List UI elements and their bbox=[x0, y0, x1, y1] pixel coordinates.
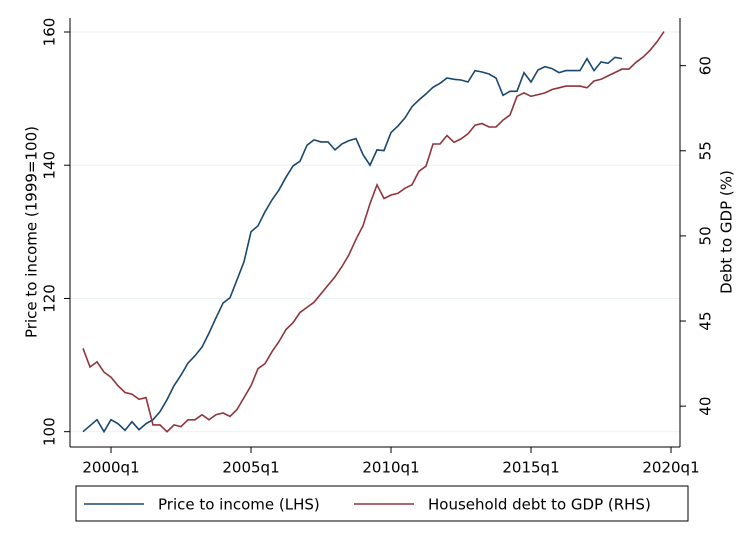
line-series bbox=[82, 56, 623, 434]
legend-label: Price to income (LHS) bbox=[158, 496, 320, 514]
x-tick-label: 2005q1 bbox=[222, 459, 279, 477]
y-tick-label: 100 bbox=[41, 417, 59, 446]
y-axis-title: Price to income (1999=100) bbox=[23, 126, 41, 338]
x-tick-label: 2015q1 bbox=[502, 459, 559, 477]
y2-tick-label: 60 bbox=[697, 56, 715, 75]
y2-tick-label: 45 bbox=[697, 311, 715, 330]
y2-tick-label: 50 bbox=[697, 226, 715, 245]
x-tick-label: 2000q1 bbox=[82, 459, 139, 477]
y2-tick-label: 55 bbox=[697, 141, 715, 160]
line-series bbox=[82, 31, 665, 433]
y-tick-label: 160 bbox=[41, 18, 59, 47]
y-tick-label: 140 bbox=[41, 151, 59, 180]
y2-tick-label: 40 bbox=[697, 397, 715, 416]
y-tick-label: 120 bbox=[41, 284, 59, 313]
x-tick-label: 2020q1 bbox=[642, 459, 699, 477]
y2-axis-title: Debt to GDP (%) bbox=[718, 170, 736, 294]
legend-label: Household debt to GDP (RHS) bbox=[428, 496, 651, 514]
x-tick-label: 2010q1 bbox=[362, 459, 419, 477]
